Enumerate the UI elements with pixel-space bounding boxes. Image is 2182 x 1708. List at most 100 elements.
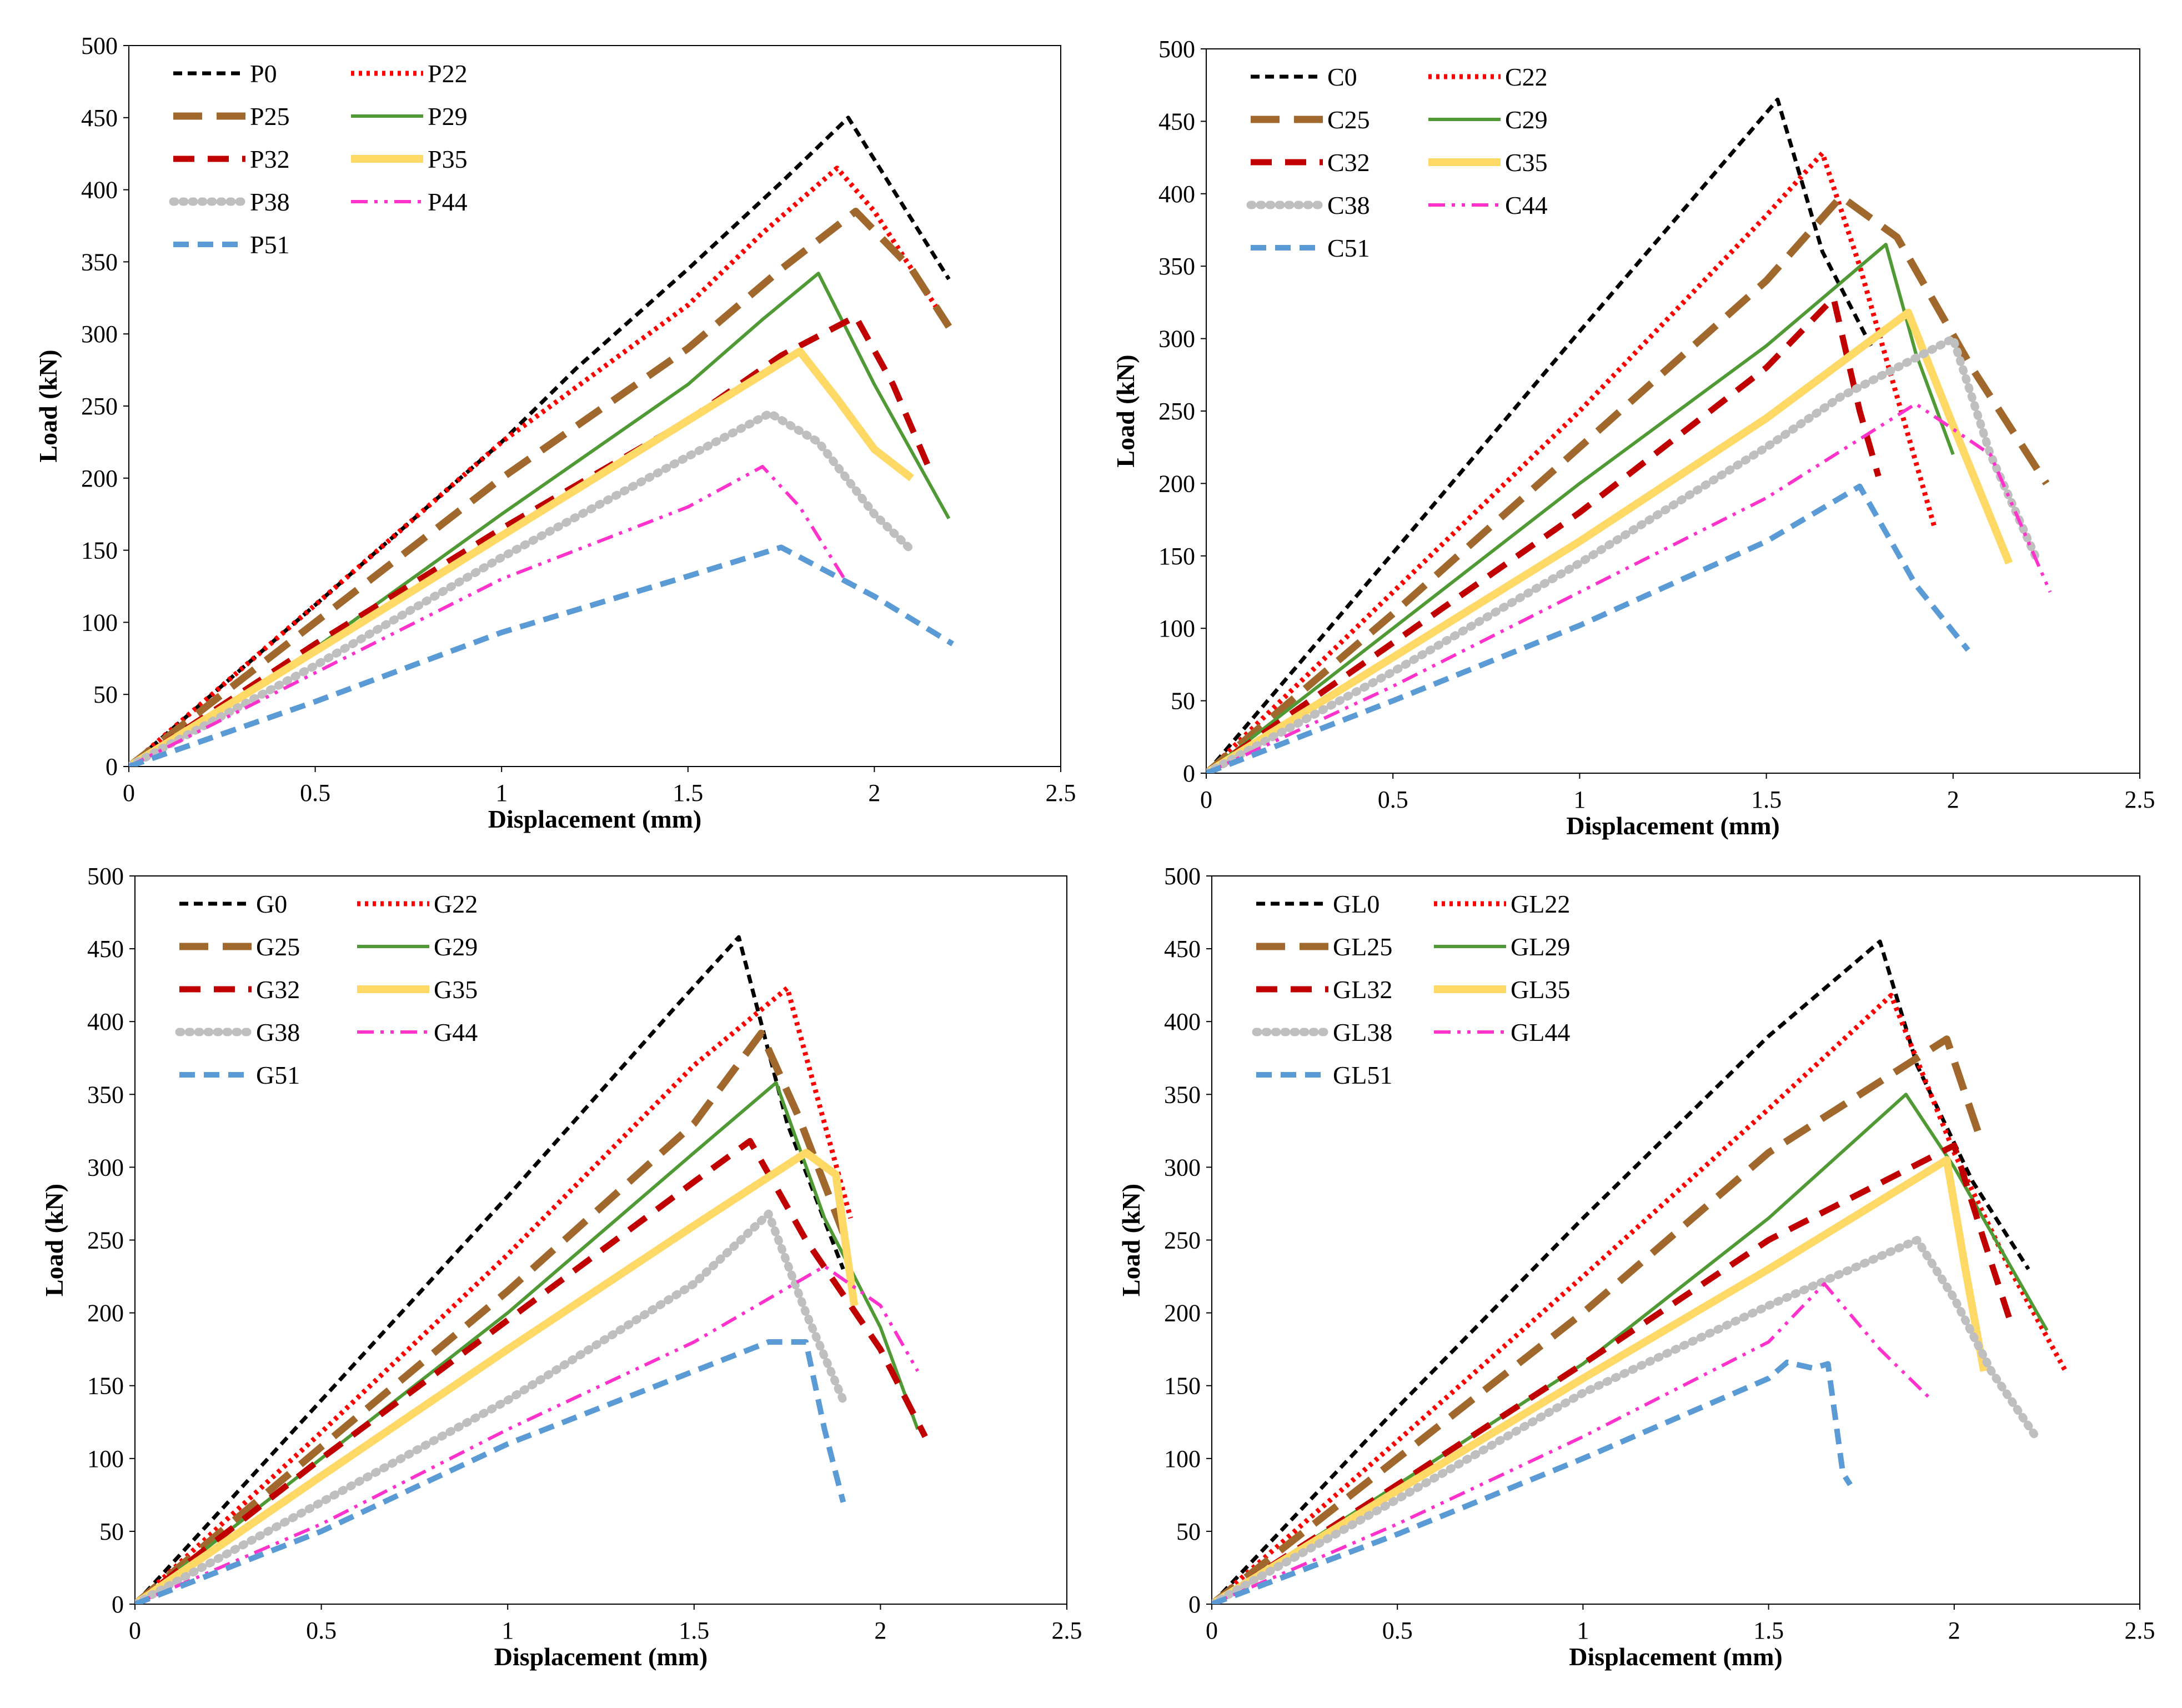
legend-label: P32	[250, 145, 290, 173]
chart-panel-3: 0 50 100 150 200 250 300 350 400 450 500 0 0.5 1 1.5 2 2…	[40, 863, 1082, 1671]
y-tick-label: 150	[1158, 543, 1195, 570]
chart-panel-1: 0 50 100 150 200 250 300 350 400 450 500 0 0.5 1 1.5 2 2…	[34, 32, 1076, 833]
legend: C0 C22 C25 C29 C32 C35 C38 C44 C51	[1246, 63, 1548, 262]
y-tick-label: 300	[1158, 325, 1195, 353]
series-line-P25	[129, 208, 952, 767]
y-tick-label: 350	[81, 248, 118, 276]
y-axis-title: Load (kN)	[34, 349, 62, 462]
series-line-C38	[1206, 334, 2040, 773]
y-tick-label: 100	[81, 609, 118, 636]
x-tick-label: 1.5	[1753, 1617, 1784, 1644]
series-line-C35	[1206, 308, 2013, 773]
x-tick-label: 0.5	[1382, 1617, 1413, 1644]
legend-label: C35	[1505, 148, 1548, 177]
y-tick-label: 500	[81, 32, 118, 59]
x-axis-title: Displacement (mm)	[1569, 1642, 1783, 1671]
series-line-GL35	[1212, 1156, 1988, 1604]
x-tick-label: 0	[123, 779, 135, 807]
x-tick-label: 2	[1947, 786, 1959, 813]
legend-label: GL22	[1511, 890, 1570, 918]
y-tick-label: 150	[81, 537, 118, 564]
y-tick-label: 450	[1158, 108, 1195, 135]
legend-label: G44	[434, 1018, 478, 1046]
series-line-P32	[129, 313, 934, 767]
legend-label: C29	[1505, 106, 1548, 134]
x-tick-label: 0.5	[1378, 786, 1408, 813]
legend-label: GL51	[1333, 1061, 1392, 1089]
legend-label: P35	[428, 145, 468, 173]
x-tick-label: 1.5	[1751, 786, 1782, 813]
legend-label: GL32	[1333, 975, 1392, 1004]
legend: G0 G22 G25 G29 G32 G35 G38 G44 G51	[175, 890, 478, 1089]
y-tick-label: 200	[81, 465, 118, 492]
y-tick-label: 0	[112, 1591, 124, 1618]
legend-label: G32	[256, 975, 300, 1004]
legend-label: G35	[434, 975, 478, 1004]
x-tick-label: 0	[129, 1617, 141, 1644]
series-line-P35	[129, 347, 914, 767]
y-axis-title: Load (kN)	[1117, 1184, 1145, 1296]
y-tick-label: 150	[1164, 1373, 1201, 1400]
legend-label: C32	[1327, 148, 1370, 177]
y-tick-label: 50	[1176, 1518, 1201, 1545]
y-tick-label: 250	[1158, 398, 1195, 425]
legend-label: P0	[250, 59, 277, 88]
legend-label: GL0	[1333, 890, 1380, 918]
legend-label: G0	[256, 890, 287, 918]
y-tick-label: 0	[1183, 760, 1195, 787]
x-axis-title: Displacement (mm)	[488, 805, 702, 833]
x-tick-label: 1.5	[679, 1617, 709, 1644]
x-tick-label: 2	[874, 1617, 886, 1644]
y-tick-label: 450	[81, 104, 118, 132]
legend-label: P38	[250, 188, 290, 216]
series-line-C0	[1206, 97, 1873, 773]
legend-label: P25	[250, 102, 290, 131]
series-line-P44	[129, 465, 846, 767]
series-line-C44	[1206, 402, 2052, 773]
series-line-G51	[135, 1339, 846, 1604]
y-tick-label: 450	[1164, 935, 1201, 963]
legend-label: G29	[434, 933, 478, 961]
y-axis-title: Load (kN)	[1111, 354, 1140, 467]
y-tick-label: 350	[1164, 1081, 1201, 1108]
series-line-C29	[1206, 243, 1955, 773]
y-tick-label: 500	[1164, 863, 1201, 890]
series-line-G44	[135, 1264, 920, 1604]
legend-label: P29	[428, 102, 468, 131]
series-line-GL22	[1212, 993, 2068, 1604]
legend-label: C44	[1505, 191, 1548, 219]
x-tick-label: 1	[501, 1617, 514, 1644]
x-tick-label: 2	[868, 779, 880, 807]
y-tick-label: 50	[1171, 688, 1195, 715]
x-tick-label: 0	[1206, 1617, 1218, 1644]
x-axis-title: Displacement (mm)	[1566, 812, 1780, 840]
legend-label: C38	[1327, 191, 1370, 219]
legend-label: C51	[1327, 234, 1370, 262]
x-tick-label: 2.5	[2125, 1617, 2155, 1644]
y-tick-label: 400	[1158, 181, 1195, 208]
series-line-C51	[1206, 483, 1970, 773]
legend: P0 P22 P25 P29 P32 P35 P38 P44 P51	[169, 59, 468, 259]
series-line-G25	[135, 1029, 847, 1604]
legend-label: GL29	[1511, 933, 1570, 961]
legend-label: G51	[256, 1061, 300, 1089]
series-line-C25	[1206, 193, 2050, 773]
y-tick-label: 250	[81, 393, 118, 420]
chart-panel-4: 0 50 100 150 200 250 300 350 400 450 500 0 0.5 1 1.5 2 2…	[1117, 863, 2155, 1671]
legend: GL0 GL22 GL25 GL29 GL32 GL35 GL38 GL44 GL51	[1252, 890, 1570, 1089]
y-tick-label: 100	[1164, 1445, 1201, 1472]
y-tick-label: 300	[87, 1154, 124, 1181]
legend-label: C25	[1327, 106, 1370, 134]
y-tick-label: 300	[81, 320, 118, 348]
legend-label: GL38	[1333, 1018, 1392, 1046]
series-line-G38	[135, 1209, 847, 1604]
y-tick-label: 350	[1158, 253, 1195, 280]
y-tick-label: 100	[87, 1445, 124, 1472]
legend-label: G22	[434, 890, 478, 918]
y-tick-label: 200	[87, 1300, 124, 1327]
y-tick-label: 400	[81, 177, 118, 204]
y-tick-label: 500	[87, 863, 124, 890]
y-tick-label: 50	[99, 1518, 124, 1545]
series-line-GL44	[1212, 1282, 1933, 1604]
series-line-GL51	[1212, 1359, 1853, 1604]
